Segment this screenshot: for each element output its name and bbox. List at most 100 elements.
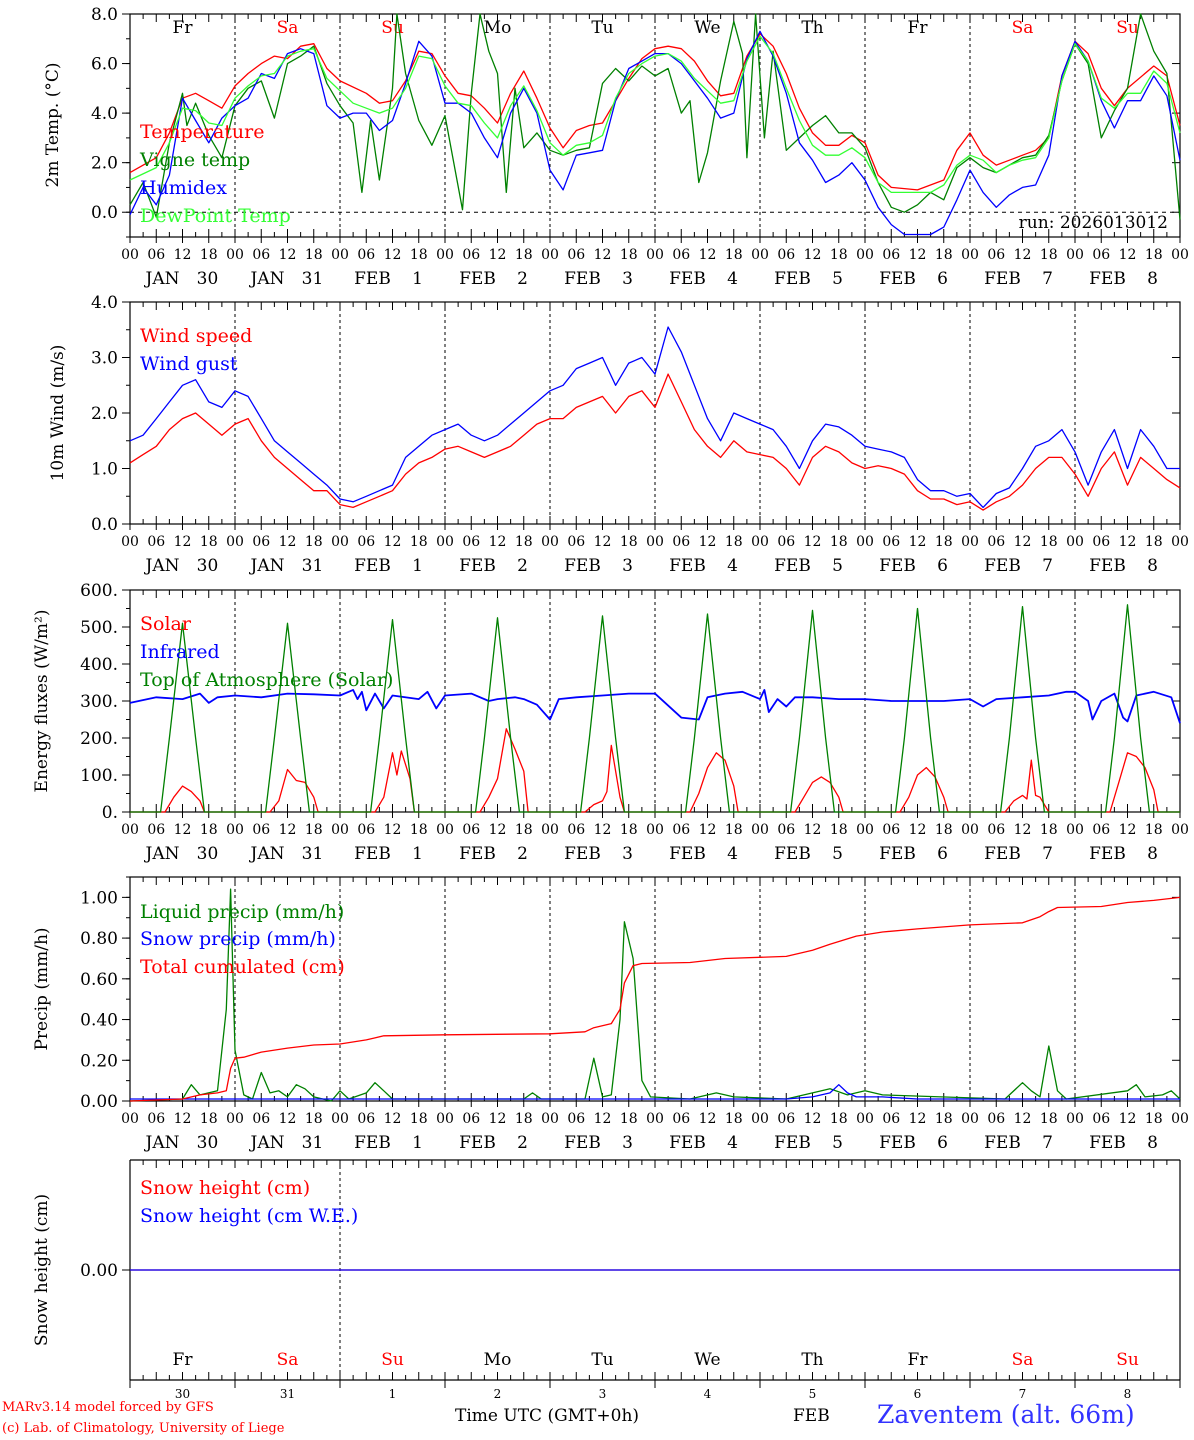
hour-label: 06 — [672, 247, 690, 263]
y-axis-label: Energy fluxes (W/m²) — [32, 610, 52, 793]
date-month-label: JAN — [144, 269, 180, 289]
date-day-label: 3 — [622, 844, 633, 864]
hour-label: 00 — [331, 247, 349, 263]
hour-label: 00 — [541, 1111, 559, 1127]
date-day-label: 3 — [622, 1133, 633, 1153]
hour-label: 18 — [200, 534, 218, 550]
date-day-label: 31 — [302, 844, 324, 864]
series-humidex-line — [129, 30, 1181, 236]
date-month-label: FEB — [459, 844, 496, 864]
hour-label: 12 — [384, 247, 402, 263]
hour-label: 12 — [384, 822, 402, 838]
y-tick-label: 0.80 — [80, 929, 118, 949]
hour-label: 00 — [1171, 247, 1189, 263]
y-tick-label: 0.40 — [80, 1011, 118, 1031]
hour-label: 00 — [646, 1111, 664, 1127]
run-label: run: 2026013012 — [1019, 213, 1168, 233]
hour-label: 12 — [1014, 822, 1032, 838]
hour-label: 06 — [252, 1111, 270, 1127]
date-day-label: 2 — [517, 269, 528, 289]
hour-label: 00 — [961, 822, 979, 838]
date-month-label: JAN — [144, 556, 180, 576]
series-toa-line — [130, 604, 1180, 813]
date-month-label: FEB — [1089, 844, 1126, 864]
hour-label: 00 — [1066, 1111, 1084, 1127]
y-tick-label: 100. — [80, 766, 118, 786]
weekday-label: Fr — [173, 18, 194, 38]
date-month-label: FEB — [669, 556, 706, 576]
date-day-label: 4 — [727, 844, 738, 864]
hour-label: 06 — [357, 247, 375, 263]
hour-label: 12 — [279, 247, 297, 263]
hour-label: 06 — [567, 247, 585, 263]
model-credit: MARv3.14 model forced by GFS — [2, 1400, 214, 1415]
hour-label: 18 — [305, 247, 323, 263]
hour-label: 06 — [672, 822, 690, 838]
date-number-label: 4 — [704, 1387, 712, 1401]
hour-label: 00 — [226, 1111, 244, 1127]
hour-label: 06 — [987, 534, 1005, 550]
hour-label: 12 — [909, 1111, 927, 1127]
hour-label: 18 — [515, 822, 533, 838]
hour-label: 00 — [331, 534, 349, 550]
date-month-label: FEB — [354, 269, 391, 289]
hour-label: 18 — [1040, 247, 1058, 263]
date-day-label: 3 — [622, 269, 633, 289]
hour-label: 18 — [935, 822, 953, 838]
hour-label: 00 — [121, 822, 139, 838]
date-month-label: FEB — [669, 844, 706, 864]
y-tick-label: 1.00 — [80, 888, 118, 908]
hour-label: 12 — [1119, 1111, 1137, 1127]
series-wind-line — [129, 373, 1181, 511]
weekday-label: Mo — [484, 18, 512, 38]
y-tick-label: 0. — [102, 803, 118, 823]
legend-temp: Temperature — [140, 121, 264, 143]
hour-label: 06 — [777, 247, 795, 263]
hour-label: 18 — [1145, 247, 1163, 263]
y-tick-label: 500. — [80, 618, 118, 638]
hour-label: 12 — [1119, 247, 1137, 263]
hour-label: 18 — [305, 1111, 323, 1127]
hour-label: 06 — [357, 534, 375, 550]
hour-label: 00 — [121, 1111, 139, 1127]
legend-solar: Solar — [140, 613, 192, 635]
hour-label: 12 — [909, 534, 927, 550]
hour-label: 06 — [672, 1111, 690, 1127]
y-tick-label: 8.0 — [91, 5, 118, 25]
hour-label: 12 — [909, 247, 927, 263]
weekday-label: Fr — [173, 1350, 194, 1370]
hour-label: 00 — [436, 1111, 454, 1127]
hour-label: 18 — [1040, 534, 1058, 550]
series-gust-line — [129, 326, 1180, 509]
date-number-label: 31 — [280, 1387, 295, 1401]
date-month-label: FEB — [459, 1133, 496, 1153]
hour-label: 12 — [174, 822, 192, 838]
hour-label: 18 — [1145, 822, 1163, 838]
date-month-label: FEB — [984, 844, 1021, 864]
date-day-label: 5 — [832, 844, 843, 864]
hour-label: 00 — [961, 247, 979, 263]
hour-label: 12 — [594, 247, 612, 263]
date-month-label: FEB — [984, 269, 1021, 289]
hour-label: 12 — [1014, 247, 1032, 263]
hour-label: 18 — [200, 1111, 218, 1127]
date-day-label: 1 — [412, 844, 423, 864]
hour-label: 06 — [987, 1111, 1005, 1127]
y-axis-label: Precip (mm/h) — [32, 927, 52, 1050]
month-label: FEB — [793, 1406, 830, 1426]
hour-label: 18 — [200, 822, 218, 838]
hour-label: 12 — [699, 534, 717, 550]
date-day-label: 8 — [1147, 1133, 1158, 1153]
legend-vigne: Vigne temp — [139, 149, 250, 171]
date-number-label: 3 — [599, 1387, 607, 1401]
hour-label: 18 — [620, 247, 638, 263]
hour-label: 00 — [1171, 1111, 1189, 1127]
date-month-label: FEB — [354, 556, 391, 576]
hour-label: 00 — [856, 534, 874, 550]
hour-label: 12 — [594, 1111, 612, 1127]
weekday-label: Sa — [1012, 1350, 1034, 1370]
date-day-label: 8 — [1147, 269, 1158, 289]
hour-label: 00 — [331, 1111, 349, 1127]
hour-label: 00 — [121, 247, 139, 263]
hour-label: 00 — [751, 1111, 769, 1127]
